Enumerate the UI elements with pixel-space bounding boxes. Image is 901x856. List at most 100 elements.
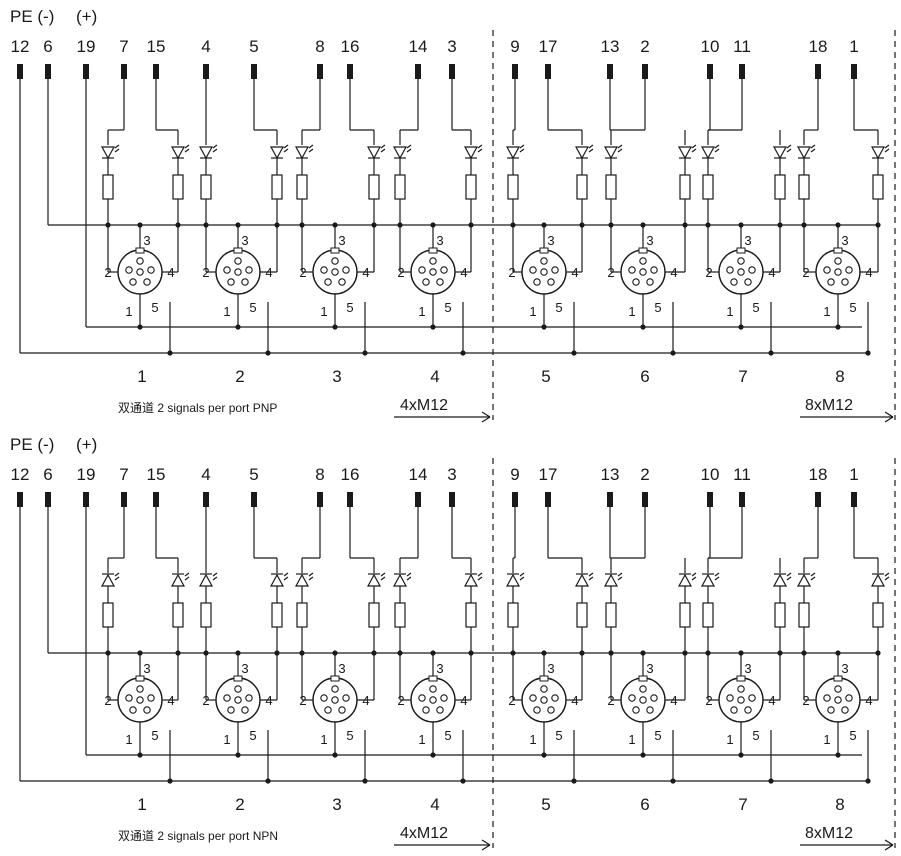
led-ray: [588, 144, 594, 149]
m12-pin-3-label: 3: [241, 233, 248, 248]
led-ray: [184, 576, 190, 581]
m12-pin: [834, 268, 842, 276]
terminal-block: [251, 492, 257, 507]
m12-pin: [436, 706, 444, 714]
m12-pin-1-label: 1: [125, 304, 132, 319]
m12-pin-3-label: 3: [547, 233, 554, 248]
m12-pin: [726, 266, 734, 274]
terminal-number: 11: [733, 37, 751, 56]
diagram-panel-npn: PE (-)(+)1261971545816143917132101118132…: [10, 435, 896, 851]
led-icon: [796, 146, 812, 160]
m12-pin: [241, 706, 249, 714]
led-ray: [691, 576, 697, 581]
terminal-number: 15: [147, 37, 166, 56]
led-icon: [677, 146, 693, 160]
led-ray: [212, 148, 218, 153]
resistor-icon: [774, 602, 786, 628]
m12-pin: [730, 278, 738, 286]
resistor-icon: [702, 602, 714, 628]
led-ray: [406, 576, 412, 581]
resistor-icon: [296, 602, 308, 628]
m12-pin: [331, 696, 339, 704]
arrowhead: [884, 411, 894, 418]
m12-pin: [223, 266, 231, 274]
led-icon: [269, 573, 285, 587]
terminal-block: [17, 492, 23, 507]
junction-dot: [640, 752, 646, 758]
led-ray: [114, 576, 120, 581]
led-ray: [380, 576, 386, 581]
m12-pin: [533, 706, 541, 714]
m12-pin: [324, 278, 332, 286]
m12-pin-3-label: 3: [436, 661, 443, 676]
terminal-block: [17, 64, 23, 79]
junction-dot: [137, 650, 143, 656]
junction-dot: [460, 350, 466, 356]
m12-pin-3-label: 3: [841, 233, 848, 248]
m12-connector-icon: [117, 249, 163, 295]
junction-dot: [167, 350, 173, 356]
led-icon: [505, 573, 521, 587]
resistor-icon: [394, 174, 406, 200]
terminal-number: 14: [409, 465, 428, 484]
m12-pin-2-label: 2: [508, 265, 515, 280]
m12-pin: [429, 696, 437, 704]
terminal-number: 12: [11, 465, 30, 484]
m12-pin: [129, 706, 137, 714]
terminal-block: [347, 492, 353, 507]
m12-pin: [429, 268, 437, 276]
terminal-block: [317, 64, 323, 79]
plus-label: (+): [76, 435, 97, 454]
m12-pin-1-label: 1: [125, 732, 132, 747]
terminal-number: 5: [249, 465, 258, 484]
m12-pin: [823, 266, 831, 274]
led-ray: [714, 572, 720, 577]
m12-pin: [234, 696, 242, 704]
m12-pin: [223, 694, 231, 702]
led-ray: [714, 144, 720, 149]
m12-pin: [342, 266, 350, 274]
m12-pin: [429, 257, 437, 265]
m12-pin: [737, 685, 745, 693]
m12-pin: [136, 696, 144, 704]
m12-pin: [125, 694, 133, 702]
terminal-block: [121, 64, 127, 79]
m12-pin: [129, 278, 137, 286]
led-ray: [810, 572, 816, 577]
terminal-block: [153, 64, 159, 79]
junction-dot: [235, 222, 241, 228]
led-icon: [392, 146, 408, 160]
m12-pin-1-label: 1: [320, 304, 327, 319]
resistor-icon: [296, 174, 308, 200]
m12-pin-1-label: 1: [823, 732, 830, 747]
m12-pin-3-label: 3: [547, 661, 554, 676]
arrowhead: [481, 844, 491, 851]
terminal-block: [45, 492, 51, 507]
led-ray: [714, 148, 720, 153]
m12-pin-1-label: 1: [418, 304, 425, 319]
m12-pin: [650, 266, 658, 274]
port-number: 5: [541, 795, 550, 814]
led-ray: [588, 572, 594, 577]
resistor-icon: [465, 602, 477, 628]
m12-key: [539, 675, 549, 682]
terminal-number: 7: [119, 465, 128, 484]
led-ray: [283, 576, 289, 581]
m12-pin-5-label: 5: [555, 728, 562, 743]
led-ray: [380, 572, 386, 577]
m12-pin-1-label: 1: [823, 304, 830, 319]
resistor-icon: [872, 602, 884, 628]
terminal-number: 17: [539, 465, 558, 484]
m12-pin-3-label: 3: [436, 233, 443, 248]
port-number: 4: [430, 367, 439, 386]
junction-dot: [332, 650, 338, 656]
m12-pin: [639, 257, 647, 265]
terminal-number: 13: [601, 465, 620, 484]
m12-pin-3-label: 3: [241, 661, 248, 676]
led-icon: [294, 146, 310, 160]
led-ray: [212, 576, 218, 581]
led-ray: [519, 576, 525, 581]
terminal-number: 11: [733, 465, 751, 484]
led-ray: [283, 572, 289, 577]
